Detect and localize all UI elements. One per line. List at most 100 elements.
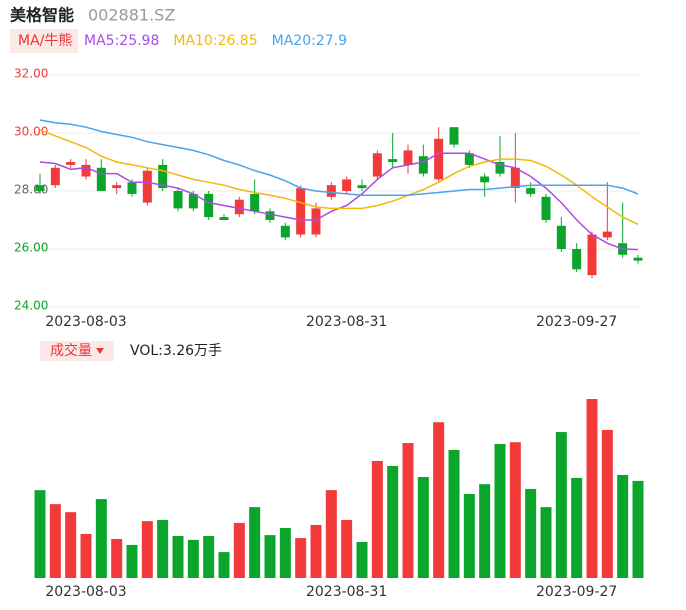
candle-body [142,170,152,203]
candle-body [50,167,60,186]
candle-body [541,196,551,220]
candle-body [403,150,413,165]
volume-bar [571,477,583,578]
candle-body [280,225,290,238]
volume-bar [264,535,276,578]
volume-bar [356,541,368,578]
volume-bar [433,422,445,578]
volume-bar [218,552,230,578]
volume-legend: VOL:3.26万手 [130,343,222,359]
candle-body [250,193,260,212]
ma-line [39,129,639,225]
x-tick-label: 2023-08-31 [306,584,387,600]
volume-bar [279,527,291,578]
volume-bar [95,499,107,578]
candle-body [35,185,45,191]
candle-body [556,225,566,249]
candle-body [81,164,91,177]
candle-body [434,138,444,180]
candle-body [633,257,643,261]
volume-tab-bg [40,341,114,361]
volume-bar [463,494,475,578]
legend-entry: MA10:26.85 [173,33,257,49]
volume-bar [494,443,506,578]
y-tick-label: 26.00 [14,241,48,255]
candle-body [480,176,490,183]
legend-entry: MA20:27.9 [272,33,347,49]
candle-body [188,193,198,209]
volume-bar [525,488,537,578]
candle-body [265,211,275,220]
candle-body [127,182,137,194]
volume-bar [249,507,261,578]
candle-body [572,249,582,270]
volume-bar [172,536,184,578]
candle-body [495,162,505,174]
volume-bar [402,443,414,578]
candle-body [602,231,612,238]
volume-bar [310,524,322,578]
candle-body [158,164,168,189]
candle-body [173,191,183,209]
candle-body [204,193,214,218]
volume-bar [632,480,644,578]
x-tick-label: 2023-08-03 [45,314,126,330]
candle-body [388,159,398,162]
volume-bar [341,519,353,578]
x-tick-label: 2023-08-03 [45,584,126,600]
volume-bar [509,442,521,578]
candle-body [311,208,321,235]
volume-bar [555,432,567,578]
volume-tab[interactable]: 成交量 [50,342,92,359]
volume-bar [586,399,598,578]
dropdown-icon[interactable] [96,348,104,354]
volume-bar [111,538,123,578]
candle-body [357,185,367,189]
y-tick-label: 32.00 [14,67,48,81]
candle-body [449,127,459,145]
volume-bar [203,536,215,578]
y-tick-label: 24.00 [14,299,48,313]
volume-bar [540,507,552,578]
candle-body [112,185,122,189]
volume-bar [65,512,77,578]
candle-body [326,185,336,197]
volume-bar [34,490,46,578]
volume-bar [601,429,613,578]
candle-body [372,153,382,177]
volume-bar [126,544,138,578]
volume-bar [617,474,629,578]
x-tick-label: 2023-09-27 [536,584,617,600]
stock-code: 002881.SZ [88,6,175,25]
candle-body [418,156,428,174]
candle-body [526,188,536,194]
volume-bar [49,504,61,578]
candle-body [66,162,76,165]
volume-bar [80,533,92,578]
volume-bar [387,466,399,578]
volume-bar [141,521,153,578]
legend-entry: MA5:25.98 [84,33,159,49]
legend: MA5:25.98 MA10:26.85 MA20:27.9 [84,33,347,49]
volume-bar [187,539,199,578]
volume-bar [448,449,460,578]
volume-bar [295,538,307,578]
candle-body [296,188,306,235]
x-tick-label: 2023-09-27 [536,314,617,330]
candle-body [219,217,229,220]
stock-name: 美格智能 [10,6,74,25]
volume-bar [371,460,383,578]
candle-body [342,179,352,191]
volume-bar [325,490,337,578]
indicator-bg [10,29,78,53]
volume-bar [233,522,245,578]
candle-body [510,167,520,189]
candle-body [96,167,106,191]
candle-body [587,234,597,276]
indicator-label[interactable]: MA/牛熊 [18,33,72,49]
candle-body [464,153,474,165]
x-tick-label: 2023-08-31 [306,314,387,330]
volume-bar [479,484,491,578]
candle-body [234,199,244,215]
